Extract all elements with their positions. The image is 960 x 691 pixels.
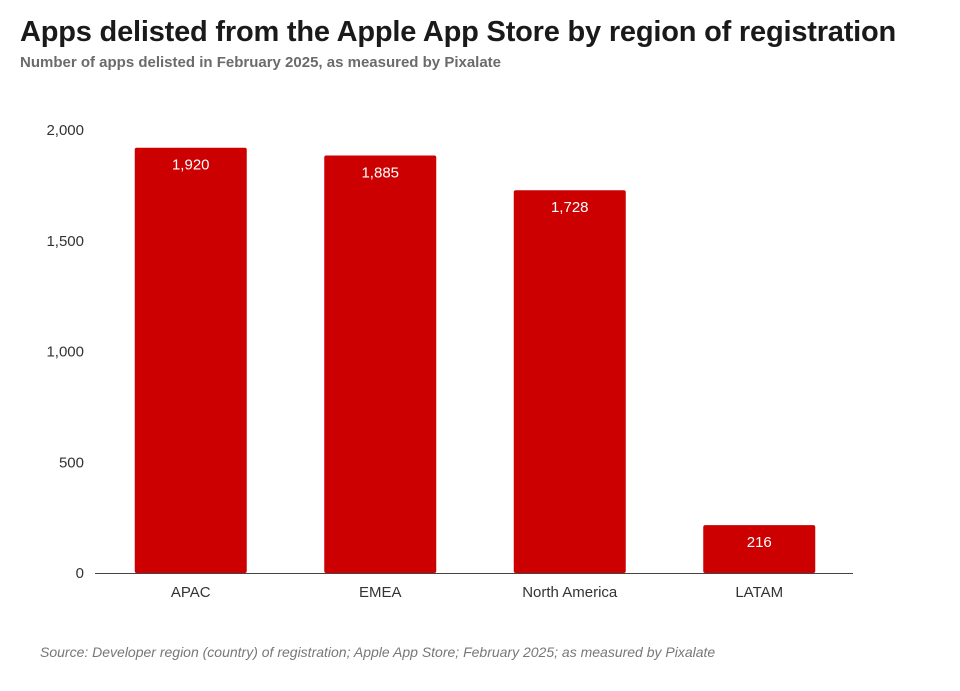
x-tick-label: APAC	[171, 584, 211, 601]
bar-emea	[324, 155, 437, 573]
x-tick-label: North America	[522, 584, 618, 601]
bar-value-label: 1,920	[172, 157, 210, 174]
bar-value-label: 1,728	[551, 199, 589, 216]
chart-subtitle: Number of apps delisted in February 2025…	[20, 54, 502, 71]
y-tick-label: 500	[59, 454, 84, 471]
y-tick-label: 2,000	[46, 122, 84, 139]
x-axis: APAC EMEA North America LATAM	[171, 584, 783, 601]
x-tick-label: LATAM	[735, 584, 783, 601]
chart-title: Apps delisted from the Apple App Store b…	[20, 16, 897, 48]
y-axis: 0 500 1,000 1,500 2,000	[46, 122, 84, 582]
bar-apac	[134, 147, 247, 573]
source-note: Source: Developer region (country) of re…	[40, 644, 716, 660]
bar-latam	[703, 525, 816, 573]
x-tick-label: EMEA	[359, 584, 402, 601]
y-tick-label: 0	[76, 565, 84, 582]
bar-value-label: 216	[747, 534, 772, 551]
bar-value-label: 1,885	[361, 164, 399, 181]
y-tick-label: 1,000	[46, 344, 84, 361]
bar-series: 1,920 1,885 1,728 216	[134, 147, 816, 574]
bar-north-america	[513, 190, 626, 574]
y-tick-label: 1,500	[46, 233, 84, 250]
